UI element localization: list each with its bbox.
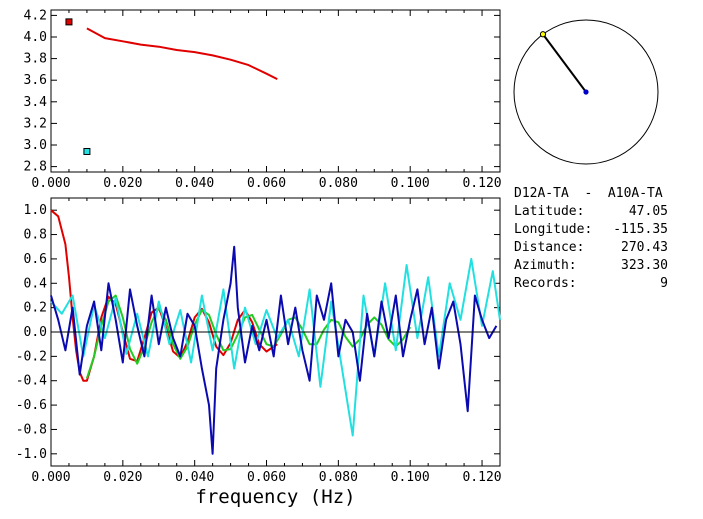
info-row-value: 47.05 — [628, 204, 668, 219]
velocity-x-tick-label: 0.060 — [247, 176, 286, 191]
velocity-y-tick-label: 3.8 — [24, 52, 47, 67]
coherence-x-tick-label: 0.060 — [247, 470, 286, 485]
velocity-y-tick-label: 3.2 — [24, 116, 47, 131]
coherence-y-tick-label: 0.0 — [24, 325, 47, 340]
coherence-series-line-1 — [85, 294, 412, 379]
coherence-x-tick-label: 0.120 — [462, 470, 501, 485]
coherence-x-tick-label: 0.080 — [319, 470, 358, 485]
coherence-y-tick-label: -1.0 — [16, 447, 47, 462]
velocity-series-line-0 — [86, 27, 278, 80]
coherence-x-tick-label: 0.000 — [31, 470, 70, 485]
velocity-chart: 0.000 0.020 0.040 0.060 0.080 0.100 0.120 2.8 3.… — [24, 8, 502, 191]
velocity-y-tick-label: 3.6 — [24, 73, 47, 88]
velocity-y-tick-label: 3.4 — [24, 95, 48, 110]
azimuth-endpoint-marker — [539, 31, 547, 38]
velocity-y-tick-label: 3.0 — [24, 138, 47, 153]
coherence-x-tick-label: 0.100 — [391, 470, 430, 485]
azimuth-plot — [513, 19, 659, 165]
info-row-value: 9 — [660, 276, 668, 291]
coherence-y-tick-label: 0.6 — [24, 252, 47, 267]
coherence-series-line-3 — [50, 245, 498, 455]
info-row-value: 270.43 — [621, 240, 668, 255]
coherence-y-tick-label: -0.4 — [16, 374, 47, 389]
coherence-y-tick-label: 1.0 — [24, 203, 47, 218]
coherence-x-axis-label: frequency (Hz) — [195, 486, 355, 508]
info-row: Longitude: -115.35 — [514, 222, 694, 237]
info-row: Distance: 270.43 — [514, 240, 694, 255]
velocity-x-tick-label: 0.040 — [175, 176, 214, 191]
info-row-label: Azimuth: — [514, 258, 577, 273]
velocity-x-tick-label: 0.000 — [31, 176, 70, 191]
azimuth-line — [542, 33, 587, 93]
coherence-chart: 0.000 0.020 0.040 0.060 0.080 0.100 0.120 1.0 0.… — [16, 197, 502, 508]
velocity-x-tick-label: 0.100 — [391, 176, 430, 191]
velocity-y-tick-label: 4.0 — [24, 30, 47, 45]
velocity-marker-1 — [83, 147, 91, 155]
coherence-x-tick-label: 0.040 — [175, 470, 214, 485]
info-row-label: Distance: — [514, 240, 585, 255]
azimuth-center-marker — [583, 89, 589, 95]
velocity-x-tick-label: 0.080 — [319, 176, 358, 191]
coherence-x-tick-label: 0.020 — [103, 470, 142, 485]
info-row-label: Longitude: — [514, 222, 593, 237]
velocity-y-tick-label: 2.8 — [24, 160, 47, 175]
info-row-label: Latitude: — [514, 204, 585, 219]
azimuth-circle — [513, 19, 659, 165]
coherence-y-tick-label: -0.2 — [16, 349, 47, 364]
coherence-y-tick-label: 0.4 — [24, 276, 48, 291]
station-pair-label: D12A-TA - A10A-TA — [514, 186, 663, 201]
info-row: Records: 9 — [514, 276, 694, 291]
info-row-value: 323.30 — [621, 258, 668, 273]
velocity-frame — [50, 9, 501, 173]
info-row: Latitude: 47.05 — [514, 204, 694, 219]
info-row-label: Records: — [514, 276, 577, 291]
info-row-value: -115.35 — [613, 222, 668, 237]
velocity-y-tick-label: 4.2 — [24, 8, 47, 23]
velocity-x-tick-label: 0.120 — [462, 176, 501, 191]
coherence-y-tick-label: -0.6 — [16, 398, 47, 413]
velocity-x-tick-label: 0.020 — [103, 176, 142, 191]
coherence-y-tick-label: 0.8 — [24, 228, 47, 243]
velocity-marker-0 — [65, 18, 73, 26]
coherence-series-line-2 — [50, 257, 501, 437]
info-row: Azimuth: 323.30 — [514, 258, 694, 273]
coherence-y-tick-label: -0.8 — [16, 422, 47, 437]
coherence-y-tick-label: 0.2 — [24, 301, 47, 316]
